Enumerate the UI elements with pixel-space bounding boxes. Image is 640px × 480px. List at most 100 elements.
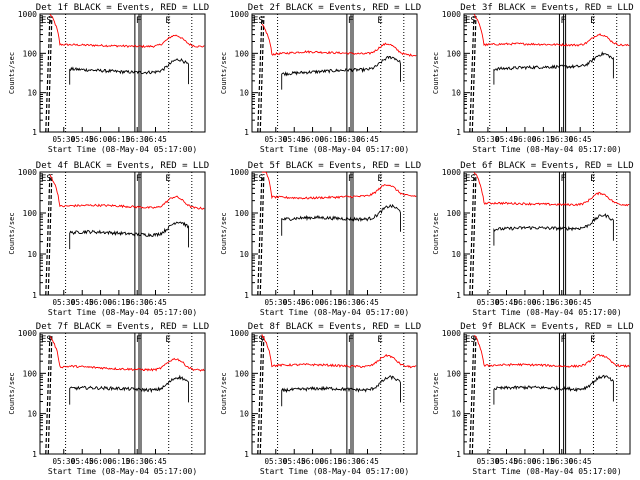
y-axis-label: Counts/sec	[432, 372, 440, 414]
panel-title: Det 5f BLACK = Events, RED = LLD	[248, 161, 421, 171]
x-tick-label: 06:45	[144, 135, 167, 144]
y-tick-label: 10	[239, 250, 249, 259]
x-tick-label: 06:00	[89, 457, 112, 466]
y-tick-label: 10	[451, 89, 461, 98]
marker-es-label: ES	[253, 174, 264, 184]
x-tick-label: 06:30	[338, 298, 361, 307]
y-axis-label: Counts/sec	[220, 212, 228, 254]
y-tick-label: 1	[244, 291, 249, 300]
x-axis-label: Start Time (08-May-04 05:17:00)	[48, 308, 197, 317]
marker-f-label: F	[560, 174, 565, 184]
x-tick-label: 06:30	[338, 457, 361, 466]
x-tick-label: 05:30	[264, 135, 287, 144]
x-tick-label: 06:45	[144, 457, 167, 466]
marker-f-label: F	[348, 335, 353, 345]
marker-f-label: F	[348, 16, 353, 26]
detector-panel-2f: Det 2f BLACK = Events, RED = LLD 1 10 100 10…	[220, 3, 421, 154]
events-series-line	[69, 221, 189, 250]
panel-title: Det 7f BLACK = Events, RED = LLD	[36, 322, 209, 332]
x-tick-label: 06:15	[108, 135, 131, 144]
start-dash-line	[45, 15, 51, 133]
marker-f-label: F	[136, 174, 141, 184]
panel-title: Det 2f BLACK = Events, RED = LLD	[248, 3, 421, 13]
y-axis-label: Counts/sec	[220, 372, 228, 414]
start-dash-line	[47, 15, 53, 133]
x-axis-label: Start Time (08-May-04 05:17:00)	[260, 467, 409, 476]
y-tick-label: 1000	[18, 329, 37, 338]
lld-series-line	[261, 23, 417, 57]
lld-series-line	[49, 13, 205, 49]
start-dash-line	[471, 15, 477, 133]
marker-f-label: F	[560, 16, 565, 26]
y-tick-label: 10	[27, 410, 37, 419]
x-tick-label: 05:45	[283, 298, 306, 307]
x-tick-label: 06:00	[514, 135, 537, 144]
marker-e-label: E	[165, 16, 170, 26]
marker-e-label: E	[590, 16, 595, 26]
detector-panel-9f: Det 9f BLACK = Events, RED = LLD 1 10 100 10…	[432, 322, 634, 476]
plot-frame	[39, 171, 206, 296]
start-dash-line	[259, 173, 265, 296]
x-tick-label: 05:45	[71, 135, 94, 144]
x-tick-label: 05:30	[52, 457, 75, 466]
x-tick-label: 05:30	[477, 457, 500, 466]
detector-panel-3f: Det 3f BLACK = Events, RED = LLD 1 10 100 10…	[432, 3, 634, 154]
x-tick-label: 06:00	[301, 135, 324, 144]
start-dash-line	[257, 173, 263, 296]
lld-series-line	[261, 334, 417, 369]
y-tick-label: 1000	[18, 168, 37, 177]
x-tick-label: 05:45	[495, 135, 518, 144]
lld-series-line	[49, 174, 205, 210]
lld-series-line	[473, 13, 630, 47]
y-tick-label: 10	[27, 89, 37, 98]
x-tick-label: 06:30	[126, 135, 149, 144]
x-tick-label: 06:15	[320, 457, 343, 466]
panel-title: Det 1f BLACK = Events, RED = LLD	[36, 3, 209, 13]
y-tick-label: 1000	[230, 329, 249, 338]
y-axis-label: Counts/sec	[8, 372, 16, 414]
y-tick-label: 10	[239, 89, 249, 98]
start-dash-line	[47, 334, 53, 455]
plot-frame	[463, 332, 631, 455]
plot-frame	[39, 13, 206, 133]
y-axis-label: Counts/sec	[220, 52, 228, 94]
start-dash-line	[45, 173, 51, 296]
x-tick-label: 06:00	[514, 298, 537, 307]
panel-title: Det 8f BLACK = Events, RED = LLD	[248, 322, 421, 332]
x-tick-label: 06:00	[89, 135, 112, 144]
events-series-line	[69, 374, 189, 405]
start-dash-line	[259, 15, 265, 133]
x-axis-label: Start Time (08-May-04 05:17:00)	[260, 308, 409, 317]
marker-es-label: ES	[465, 174, 476, 184]
events-series-line	[493, 51, 614, 85]
panel-title: Det 3f BLACK = Events, RED = LLD	[460, 3, 633, 13]
x-tick-label: 06:00	[514, 457, 537, 466]
events-series-line	[493, 213, 614, 246]
marker-f-label: F	[136, 16, 141, 26]
plot-frame	[251, 171, 418, 296]
marker-e-label: E	[377, 174, 382, 184]
y-axis-label: Counts/sec	[432, 52, 440, 94]
marker-e-label: E	[165, 335, 170, 345]
panel-title: Det 6f BLACK = Events, RED = LLD	[460, 161, 633, 171]
x-tick-label: 06:00	[301, 457, 324, 466]
y-tick-label: 10	[27, 250, 37, 259]
start-dash-line	[471, 334, 477, 455]
x-tick-label: 05:45	[495, 457, 518, 466]
marker-es-label: ES	[465, 335, 476, 345]
x-axis-label: Start Time (08-May-04 05:17:00)	[48, 145, 197, 154]
events-series-line	[493, 374, 614, 405]
events-series-line	[281, 203, 401, 236]
marker-f-label: F	[136, 335, 141, 345]
y-axis-label: Counts/sec	[432, 212, 440, 254]
x-tick-label: 06:15	[320, 298, 343, 307]
detector-panel-8f: Det 8f BLACK = Events, RED = LLD 1 10 100 10…	[220, 322, 421, 476]
marker-es-label: ES	[253, 16, 264, 26]
x-tick-label: 06:15	[320, 135, 343, 144]
marker-e-label: E	[590, 174, 595, 184]
lld-series-line	[473, 335, 630, 368]
plot-frame	[463, 13, 631, 133]
start-dash-line	[257, 15, 263, 133]
marker-f-label: F	[348, 174, 353, 184]
